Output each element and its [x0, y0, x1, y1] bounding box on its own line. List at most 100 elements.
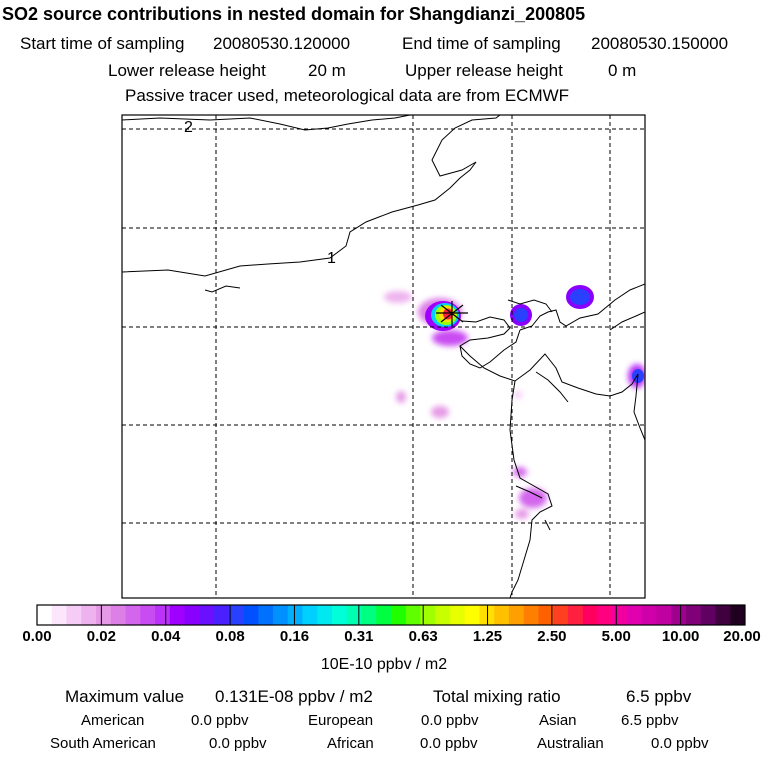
colorbar-cell — [641, 605, 657, 625]
colorbar-tick-label: 20.00 — [723, 628, 761, 645]
receptor-x-marker — [436, 301, 468, 326]
colorbar-cell — [568, 605, 584, 625]
region-value-african: 0.0 ppbv — [420, 735, 478, 752]
plume-patch-small-2 — [431, 406, 449, 418]
colorbar-tick-label: 2.50 — [537, 628, 567, 645]
max-value-label: Maximum value — [65, 687, 185, 706]
colorbar-cell — [582, 605, 598, 625]
colorbar-cell — [81, 605, 97, 625]
chart-title: SO2 source contributions in nested domai… — [2, 4, 586, 24]
upper-height-label: Upper release height — [405, 61, 563, 80]
colorbar-unit: 10E-10 ppbv / m2 — [320, 656, 448, 673]
colorbar-cell — [361, 605, 377, 625]
east-hotspot — [510, 304, 532, 326]
max-value: 0.131E-08 ppbv / m2 — [215, 687, 373, 706]
region-label-african: African — [327, 735, 374, 752]
colorbar-tick-label: 0.31 — [344, 628, 374, 645]
region-value-south-american: 0.0 ppbv — [209, 735, 267, 752]
colorbar-cell — [346, 605, 362, 625]
region-label-american: American — [81, 712, 145, 729]
colorbar-cell — [494, 605, 510, 625]
colorbar-cell — [715, 605, 731, 625]
colorbar-cell — [391, 605, 407, 625]
coastlines — [122, 115, 645, 598]
start-time-label: Start time of sampling — [20, 34, 185, 53]
plume-patch-west — [384, 291, 412, 303]
colorbar-cell — [656, 605, 672, 625]
colorbar-cell — [258, 605, 274, 625]
region-label-asian: Asian — [539, 712, 577, 729]
region-value-australian: 0.0 ppbv — [651, 735, 709, 752]
colorbar-cell — [509, 605, 525, 625]
colorbar-cell — [523, 605, 539, 625]
colorbar-cell — [700, 605, 716, 625]
colorbar-tick-label: 0.63 — [408, 628, 438, 645]
colorbar-tick-label: 0.04 — [151, 628, 181, 645]
region-value-asian: 6.5 ppbv — [621, 712, 679, 729]
colorbar-cell — [597, 605, 613, 625]
colorbar-tick-label: 5.00 — [601, 628, 631, 645]
colorbar-cell — [110, 605, 126, 625]
colorbar-tick-label: 0.08 — [215, 628, 245, 645]
colorbar-cell — [464, 605, 480, 625]
colorbar-cell — [273, 605, 289, 625]
colorbar-cell — [730, 605, 746, 625]
model-note: Passive tracer used, meteorological data… — [125, 86, 570, 105]
coastal-plume-2 — [519, 488, 547, 508]
colorbar-tick-label: 1.25 — [472, 628, 503, 645]
colorbar-cell — [214, 605, 230, 625]
region-value-european: 0.0 ppbv — [421, 712, 479, 729]
plume-patch-south — [432, 330, 468, 346]
contour-label-2: 2 — [184, 119, 193, 136]
end-time-label: End time of sampling — [402, 34, 561, 53]
total-mixing-label: Total mixing ratio — [433, 687, 561, 706]
colorbar-cell — [450, 605, 466, 625]
colorbar-tick-label: 0.02 — [86, 628, 116, 645]
colorbar-cell — [686, 605, 702, 625]
colorbar-cell — [332, 605, 348, 625]
plume-layer — [384, 291, 645, 519]
colorbar-cell — [612, 605, 628, 625]
colorbar-cell — [287, 605, 303, 625]
colorbar-tick-label: 10.00 — [661, 628, 700, 645]
colorbar-cell — [228, 605, 244, 625]
region-label-european: European — [308, 712, 374, 729]
colorbar-cell — [199, 605, 215, 625]
grid-lines — [122, 115, 645, 598]
colorbar-cell — [140, 605, 156, 625]
colorbar-cells — [37, 605, 746, 625]
colorbar-cell — [317, 605, 333, 625]
colorbar-cell — [538, 605, 554, 625]
colorbar-cell — [671, 605, 687, 625]
colorbar-cell — [66, 605, 82, 625]
colorbar-cell — [435, 605, 451, 625]
start-time-value: 20080530.120000 — [213, 34, 351, 53]
colorbar-cell — [420, 605, 436, 625]
colorbar-cell — [155, 605, 171, 625]
colorbar-cell — [243, 605, 259, 625]
colorbar-cell — [37, 605, 53, 625]
coastal-plume-3 — [515, 509, 529, 519]
colorbar-tick-lines — [36, 605, 746, 625]
colorbar-cell — [169, 605, 185, 625]
plume-patch-small-1 — [396, 391, 406, 403]
region-label-australian: Australian — [537, 735, 604, 752]
colorbar-tick-label: 0.00 — [22, 628, 52, 645]
colorbar-cell — [125, 605, 141, 625]
upper-height-value: 0 m — [608, 61, 637, 80]
colorbar-cell — [627, 605, 643, 625]
colorbar-cell — [376, 605, 392, 625]
colorbar-cell — [96, 605, 112, 625]
region-label-south-american: South American — [50, 735, 156, 752]
colorbar-cell — [184, 605, 200, 625]
map-frame — [121, 114, 646, 599]
coastal-plume-1 — [513, 467, 527, 477]
colorbar-cell — [302, 605, 318, 625]
colorbar-cell — [405, 605, 421, 625]
end-time-value: 20080530.150000 — [591, 34, 729, 53]
colorbar-tick-label: 0.16 — [279, 628, 310, 645]
colorbar-cell — [51, 605, 67, 625]
northeast-hotspot — [566, 285, 594, 309]
colorbar-cell — [553, 605, 569, 625]
